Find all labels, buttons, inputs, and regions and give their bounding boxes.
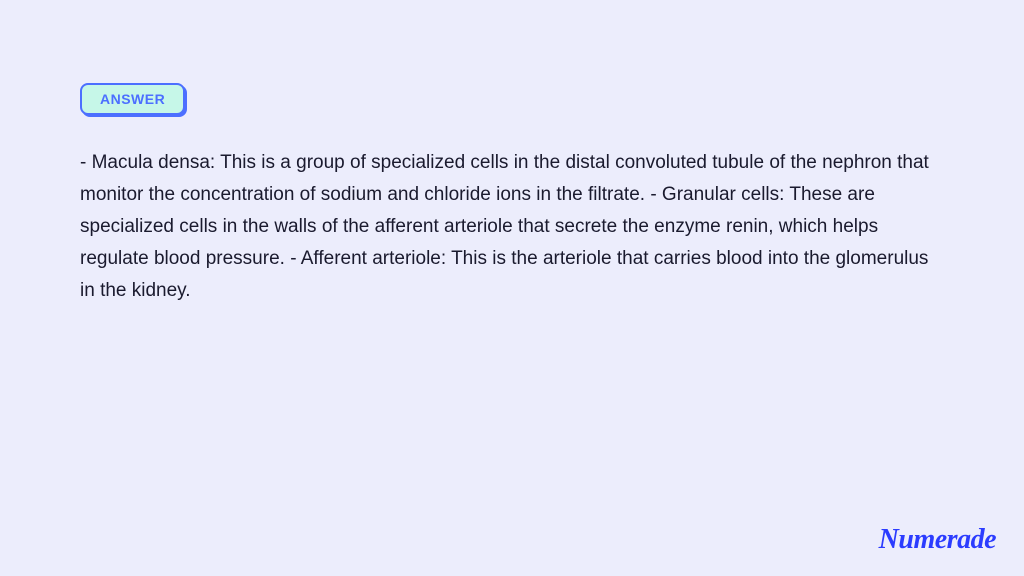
content-wrapper: ANSWER - Macula densa: This is a group o… xyxy=(0,0,1024,307)
answer-badge: ANSWER xyxy=(80,83,185,115)
answer-body-text: - Macula densa: This is a group of speci… xyxy=(80,147,944,307)
brand-logo: Numerade xyxy=(879,524,996,556)
